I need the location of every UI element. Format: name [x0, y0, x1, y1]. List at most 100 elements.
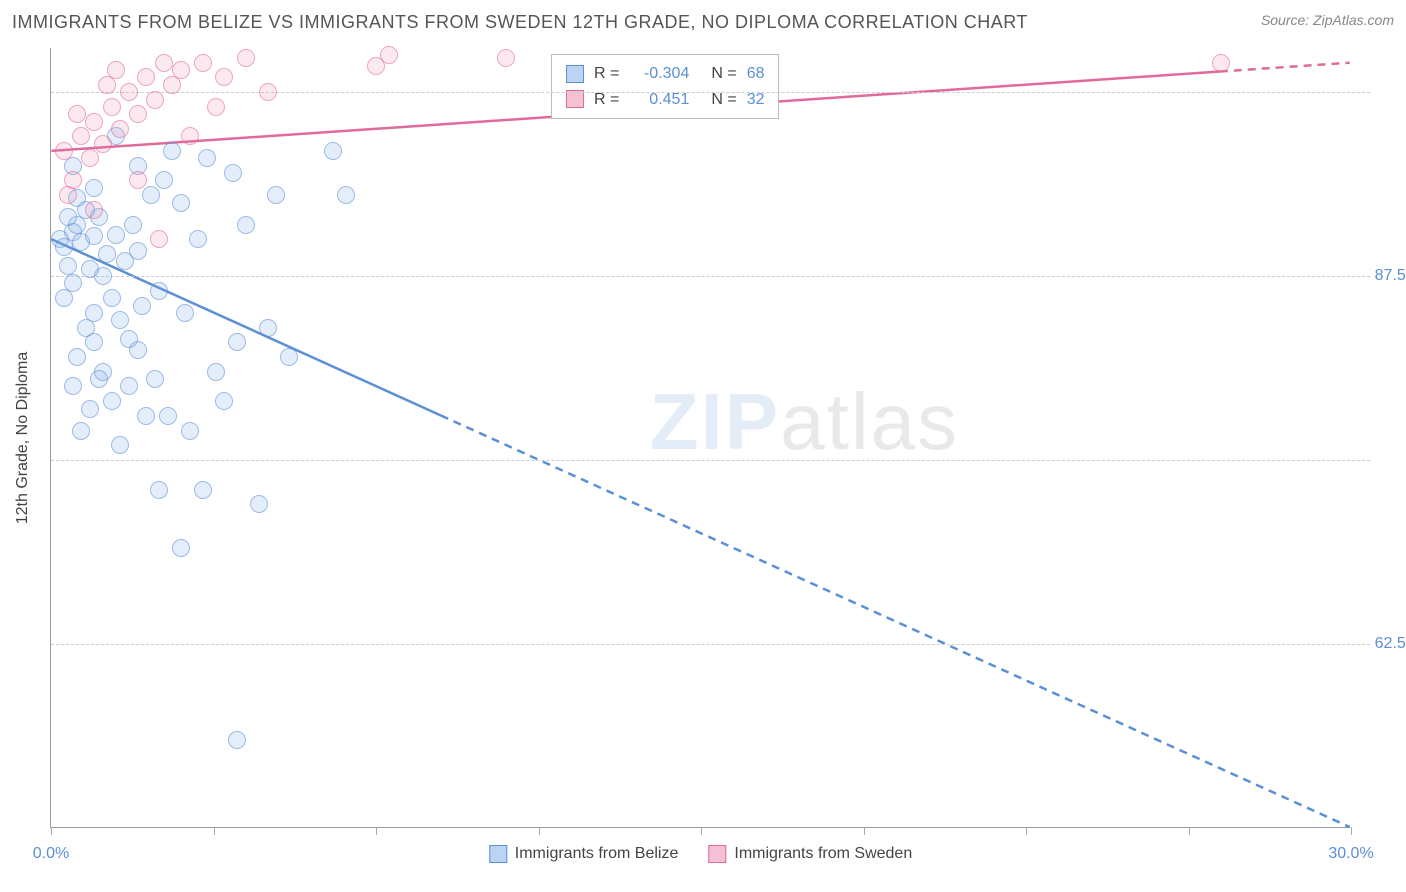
r-value: 0.451	[629, 87, 689, 113]
data-point	[155, 54, 173, 72]
data-point	[324, 142, 342, 160]
y-tick-label: 62.5%	[1375, 635, 1406, 653]
gridline-h	[51, 276, 1370, 277]
legend-label: Immigrants from Sweden	[734, 845, 912, 863]
data-point	[267, 186, 285, 204]
data-point	[137, 68, 155, 86]
y-axis-title: 12th Grade, No Diploma	[14, 351, 32, 524]
data-point	[85, 179, 103, 197]
chart-title: IMMIGRANTS FROM BELIZE VS IMMIGRANTS FRO…	[12, 12, 1028, 33]
data-point	[72, 422, 90, 440]
data-point	[150, 230, 168, 248]
data-point	[259, 83, 277, 101]
title-bar: IMMIGRANTS FROM BELIZE VS IMMIGRANTS FRO…	[12, 12, 1394, 33]
regression-line	[1220, 63, 1350, 72]
data-point	[85, 113, 103, 131]
data-point	[59, 257, 77, 275]
data-point	[55, 142, 73, 160]
data-point	[198, 149, 216, 167]
regression-lines	[51, 48, 1350, 827]
scatter-chart: 12th Grade, No Diploma ZIPatlas R = -0.3…	[50, 48, 1350, 828]
data-point	[124, 216, 142, 234]
data-point	[90, 370, 108, 388]
data-point	[111, 436, 129, 454]
r-label: R =	[594, 61, 619, 87]
n-label: N =	[711, 61, 736, 87]
x-tick	[701, 827, 702, 835]
y-tick-label: 87.5%	[1375, 267, 1406, 285]
data-point	[72, 127, 90, 145]
data-point	[64, 377, 82, 395]
data-point	[103, 392, 121, 410]
gridline-h	[51, 92, 1370, 93]
data-point	[129, 105, 147, 123]
data-point	[497, 49, 515, 67]
legend-swatch	[489, 845, 507, 863]
data-point	[120, 83, 138, 101]
data-point	[215, 392, 233, 410]
source-label: Source: ZipAtlas.com	[1261, 12, 1394, 28]
data-point	[107, 226, 125, 244]
gridline-h	[51, 460, 1370, 461]
data-point	[194, 54, 212, 72]
data-point	[181, 422, 199, 440]
data-point	[129, 242, 147, 260]
data-point	[259, 319, 277, 337]
data-point	[81, 149, 99, 167]
source-value: ZipAtlas.com	[1313, 12, 1394, 28]
data-point	[146, 370, 164, 388]
x-tick	[1189, 827, 1190, 835]
data-point	[280, 348, 298, 366]
data-point	[207, 363, 225, 381]
data-point	[228, 333, 246, 351]
data-point	[1212, 54, 1230, 72]
data-point	[207, 98, 225, 116]
data-point	[98, 76, 116, 94]
x-tick	[214, 827, 215, 835]
x-tick	[1351, 827, 1352, 835]
data-point	[85, 227, 103, 245]
stats-legend-row: R = -0.304 N = 68	[566, 61, 764, 87]
x-tick	[864, 827, 865, 835]
source-prefix: Source:	[1261, 12, 1313, 28]
data-point	[250, 495, 268, 513]
data-point	[111, 120, 129, 138]
series-legend: Immigrants from BelizeImmigrants from Sw…	[489, 845, 912, 863]
r-label: R =	[594, 87, 619, 113]
data-point	[224, 164, 242, 182]
data-point	[55, 289, 73, 307]
data-point	[181, 127, 199, 145]
data-point	[59, 208, 77, 226]
x-tick	[1026, 827, 1027, 835]
data-point	[129, 171, 147, 189]
data-point	[120, 377, 138, 395]
data-point	[137, 407, 155, 425]
data-point	[172, 194, 190, 212]
data-point	[172, 539, 190, 557]
data-point	[68, 105, 86, 123]
data-point	[380, 46, 398, 64]
data-point	[237, 49, 255, 67]
data-point	[237, 216, 255, 234]
watermark-atlas: atlas	[780, 377, 959, 466]
data-point	[159, 407, 177, 425]
stats-legend-row: R = 0.451 N = 32	[566, 87, 764, 113]
data-point	[172, 61, 190, 79]
watermark-zip: ZIP	[650, 377, 780, 466]
data-point	[228, 731, 246, 749]
n-label: N =	[711, 87, 736, 113]
data-point	[94, 135, 112, 153]
data-point	[150, 481, 168, 499]
data-point	[337, 186, 355, 204]
r-value: -0.304	[629, 61, 689, 87]
regression-line	[51, 239, 441, 415]
stats-legend: R = -0.304 N = 68 R = 0.451 N = 32	[551, 54, 779, 119]
regression-line	[441, 415, 1350, 827]
legend-swatch	[708, 845, 726, 863]
data-point	[94, 267, 112, 285]
x-tick-label: 0.0%	[33, 845, 69, 863]
data-point	[189, 230, 207, 248]
data-point	[142, 186, 160, 204]
legend-swatch	[566, 65, 584, 83]
n-value: 32	[747, 87, 765, 113]
